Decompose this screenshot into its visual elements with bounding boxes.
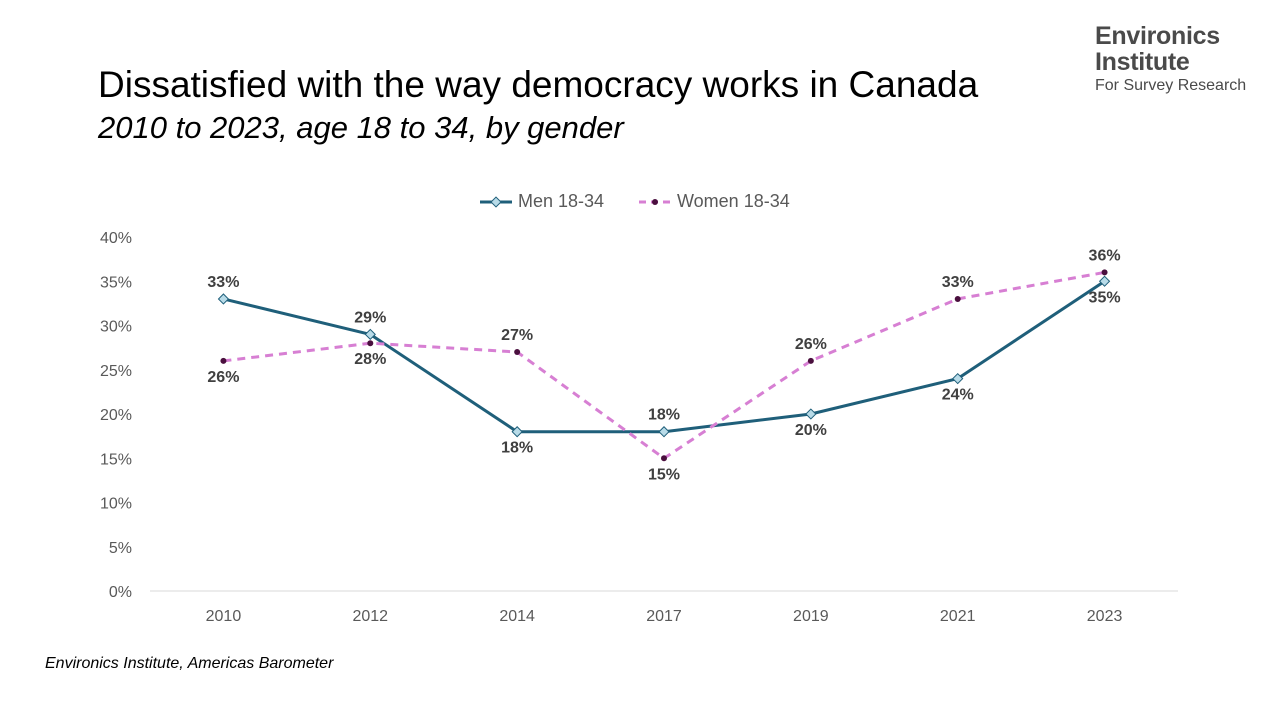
data-point-men xyxy=(217,293,230,305)
x-tick-label: 2010 xyxy=(206,608,242,625)
data-label-men: 24% xyxy=(942,387,974,404)
data-point-men xyxy=(658,426,670,438)
data-label-men: 18% xyxy=(648,407,680,424)
chart-legend: Men 18-34 Women 18-34 xyxy=(0,190,1280,214)
data-point-women xyxy=(1101,269,1108,276)
y-tick-label: 40% xyxy=(100,230,132,247)
data-label-women: 15% xyxy=(648,466,680,483)
y-tick-label: 0% xyxy=(109,584,132,601)
data-point-men xyxy=(1098,275,1111,287)
data-label-women: 28% xyxy=(354,351,386,368)
data-point-women xyxy=(661,455,667,462)
x-tick-label: 2023 xyxy=(1087,608,1123,625)
legend-label-men: Men 18-34 xyxy=(518,191,605,211)
data-label-men: 29% xyxy=(354,309,386,326)
x-tick-label: 2019 xyxy=(793,608,829,625)
y-tick-label: 5% xyxy=(109,540,132,557)
logo-line-2: Institute xyxy=(1095,48,1190,76)
data-label-men: 20% xyxy=(795,422,827,439)
y-tick-label: 20% xyxy=(100,407,132,424)
data-point-women xyxy=(367,340,374,347)
data-label-men: 18% xyxy=(501,440,533,457)
y-tick-label: 10% xyxy=(100,496,132,513)
data-point-women xyxy=(954,295,961,302)
data-label-women: 26% xyxy=(207,369,239,386)
x-tick-label: 2017 xyxy=(646,608,682,625)
legend-label-women: Women 18-34 xyxy=(677,191,790,211)
data-label-men: 35% xyxy=(1089,289,1121,306)
source-note: Environics Institute, Americas Barometer xyxy=(45,655,334,672)
environics-logo: Environics Institute For Survey Research xyxy=(1095,24,1246,94)
data-point-men xyxy=(511,426,523,438)
logo-line-1: Environics xyxy=(1095,22,1220,50)
data-point-women xyxy=(220,357,227,364)
chart-subtitle: 2010 to 2023, age 18 to 34, by gender xyxy=(98,110,624,145)
data-point-men xyxy=(805,408,817,420)
x-tick-label: 2021 xyxy=(940,608,976,625)
legend-swatch-men xyxy=(480,196,512,208)
data-point-women xyxy=(807,357,814,364)
logo-line-3: For Survey Research xyxy=(1095,77,1247,94)
y-tick-label: 35% xyxy=(100,274,132,291)
y-tick-label: 15% xyxy=(100,451,132,468)
data-label-women: 33% xyxy=(942,274,974,291)
data-label-men: 33% xyxy=(207,274,239,291)
chart-title: Dissatisfied with the way democracy work… xyxy=(98,64,979,105)
data-label-women: 36% xyxy=(1089,247,1121,264)
x-tick-label: 2012 xyxy=(352,608,388,625)
x-tick-label: 2014 xyxy=(499,608,535,625)
y-tick-label: 30% xyxy=(100,319,132,336)
y-tick-label: 25% xyxy=(100,363,132,380)
data-label-women: 27% xyxy=(501,327,533,344)
data-label-women: 26% xyxy=(795,336,827,353)
legend-swatch-women xyxy=(639,199,671,205)
data-point-men xyxy=(952,372,964,385)
data-point-women xyxy=(514,349,521,356)
data-point-men xyxy=(364,328,376,341)
